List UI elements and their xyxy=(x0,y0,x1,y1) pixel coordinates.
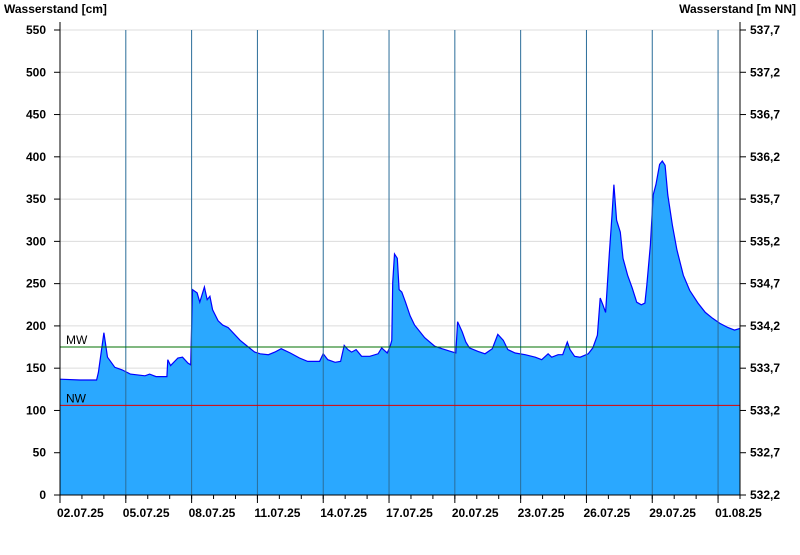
x-tick-label: 17.07.25 xyxy=(386,506,433,520)
water-level-area xyxy=(60,161,740,495)
y-tick-label-right: 534,7 xyxy=(750,277,780,291)
y-tick-label-right: 536,2 xyxy=(750,150,780,164)
axes: 0 532,2 50 532,7 100 533,2 150 533,7 200 534,2 250… xyxy=(26,22,780,520)
x-tick-label: 23.07.25 xyxy=(518,506,565,520)
y-tick-label-right: 537,2 xyxy=(750,65,780,79)
date-gridlines xyxy=(125,30,719,495)
x-tick-label: 20.07.25 xyxy=(452,506,499,520)
y-tick-label-left: 100 xyxy=(26,403,46,417)
reference-lines: MW NW xyxy=(60,333,740,406)
x-tick-label: 26.07.25 xyxy=(583,506,630,520)
y-axis-label-right: Wasserstand [m NN] xyxy=(679,2,796,16)
y-tick-label-left: 250 xyxy=(26,277,46,291)
reference-label-nw: NW xyxy=(66,391,87,405)
x-tick-label: 02.07.25 xyxy=(57,506,104,520)
y-tick-label-right: 537,7 xyxy=(750,23,780,37)
y-tick-label-left: 350 xyxy=(26,192,46,206)
y-tick-label-right: 535,7 xyxy=(750,192,780,206)
x-tick-label: 29.07.25 xyxy=(649,506,696,520)
water-level-line xyxy=(59,159,741,381)
y-tick-label-left: 450 xyxy=(26,108,46,122)
y-tick-label-left: 400 xyxy=(26,150,46,164)
y-tick-label-right: 532,2 xyxy=(750,488,780,502)
y-tick-label-left: 150 xyxy=(26,361,46,375)
x-tick-label: 05.07.25 xyxy=(123,506,170,520)
y-tick-label-right: 533,2 xyxy=(750,403,780,417)
reference-label-mw: MW xyxy=(66,333,88,347)
y-tick-label-left: 0 xyxy=(39,488,46,502)
x-tick-label: 14.07.25 xyxy=(320,506,367,520)
y-tick-label-left: 200 xyxy=(26,319,46,333)
y-tick-label-right: 534,2 xyxy=(750,319,780,333)
y-tick-label-right: 535,2 xyxy=(750,234,780,248)
y-tick-label-left: 500 xyxy=(26,65,46,79)
y-tick-label-left: 300 xyxy=(26,234,46,248)
x-tick-label: 08.07.25 xyxy=(189,506,236,520)
y-tick-label-right: 536,7 xyxy=(750,108,780,122)
y-tick-label-left: 550 xyxy=(26,23,46,37)
y-tick-label-right: 532,7 xyxy=(750,446,780,460)
y-axis-label-left: Wasserstand [cm] xyxy=(4,2,107,16)
y-tick-label-left: 50 xyxy=(33,446,47,460)
x-tick-label: 11.07.25 xyxy=(254,506,300,520)
x-tick-label: 01.08.25 xyxy=(715,506,762,520)
y-tick-label-right: 533,7 xyxy=(750,361,780,375)
